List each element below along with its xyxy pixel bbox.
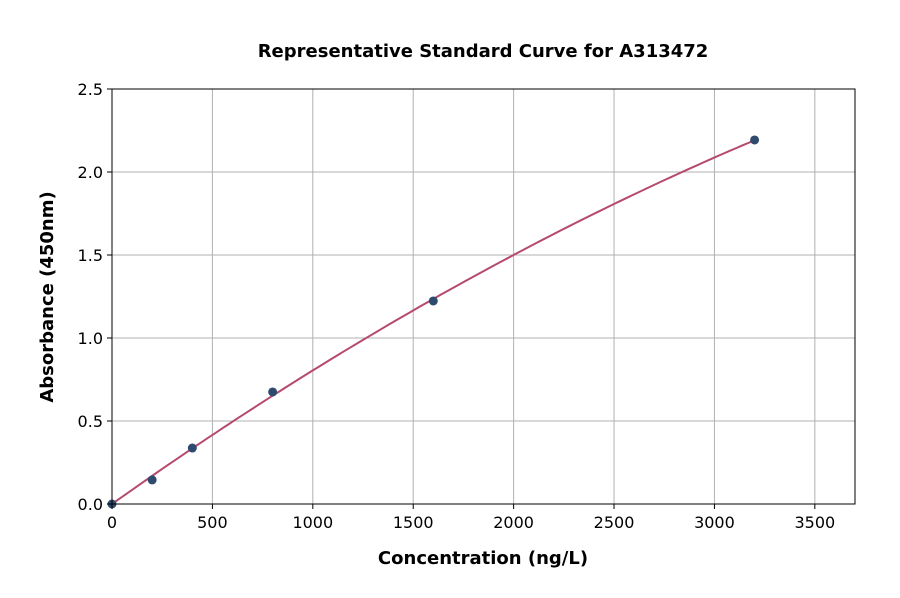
- x-tick-label: 2000: [493, 513, 534, 532]
- x-tick-label: 2500: [594, 513, 635, 532]
- y-axis-label: Absorbance (450nm): [37, 191, 58, 402]
- x-tick-label: 1500: [393, 513, 434, 532]
- x-tick-label: 3000: [694, 513, 735, 532]
- data-point: [750, 135, 760, 145]
- x-axis-label: Concentration (ng/L): [378, 548, 588, 569]
- chart-title: Representative Standard Curve for A31347…: [258, 41, 709, 62]
- x-tick-label: 0: [107, 513, 117, 532]
- y-tick-label: 1.0: [78, 329, 103, 348]
- y-tick-label: 0.0: [78, 495, 103, 514]
- data-point: [268, 387, 278, 397]
- y-tick-label: 2.5: [78, 80, 103, 99]
- data-point: [428, 296, 438, 306]
- x-tick-label: 3500: [794, 513, 835, 532]
- x-tick-label: 1000: [292, 513, 333, 532]
- y-tick-label: 0.5: [78, 412, 103, 431]
- data-point: [187, 443, 197, 453]
- x-tick-label: 500: [197, 513, 228, 532]
- fit-curve: [111, 139, 756, 505]
- y-tick-label: 1.5: [78, 246, 103, 265]
- data-point: [147, 475, 157, 485]
- y-tick-label: 2.0: [78, 163, 103, 182]
- plot-frame: [111, 88, 856, 505]
